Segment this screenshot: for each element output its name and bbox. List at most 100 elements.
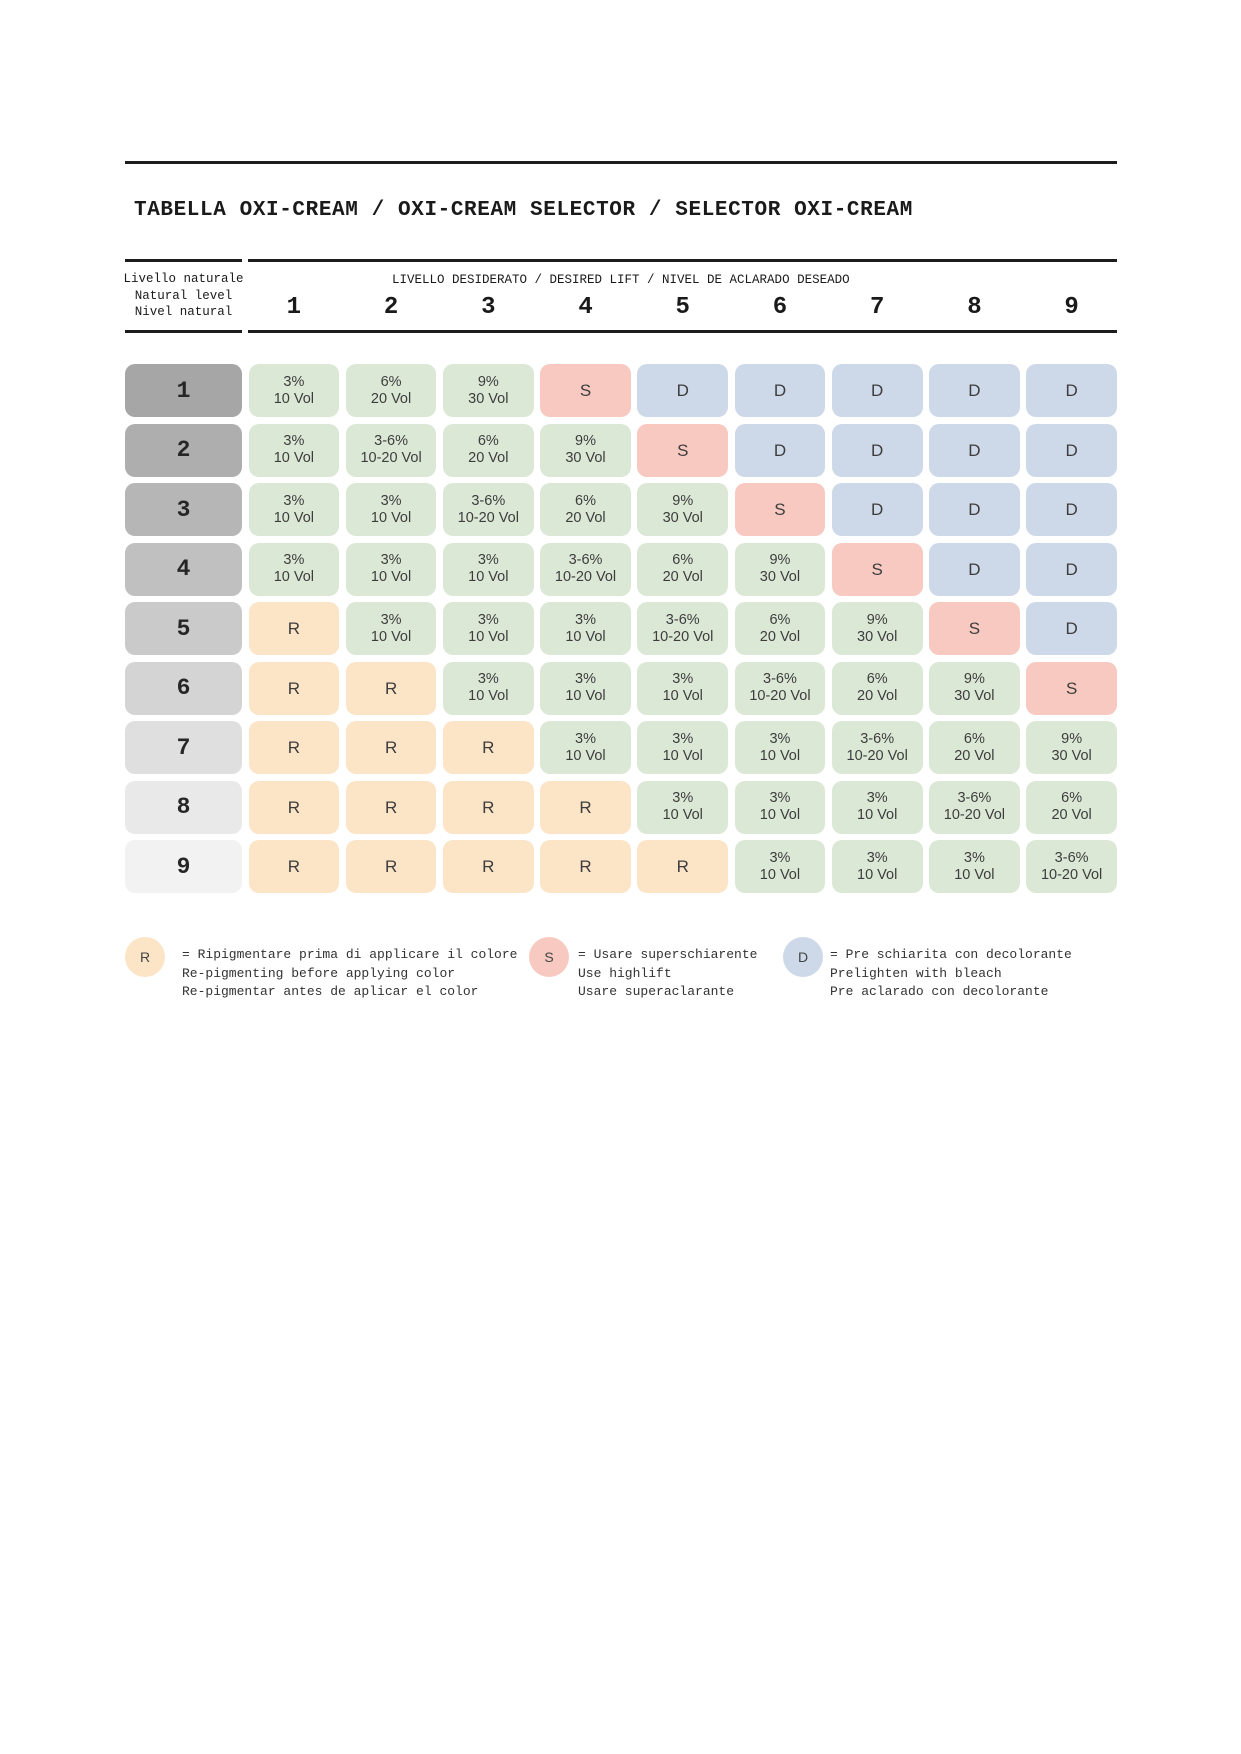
developer-cell-line: 3% xyxy=(477,671,499,687)
developer-cell-line: 9% xyxy=(769,552,791,568)
developer-cell-line: 30 Vol xyxy=(857,628,898,645)
column-header-7: 7 xyxy=(869,294,885,321)
prelighten-cell: D xyxy=(637,364,729,417)
developer-cell-line: 9% xyxy=(575,433,596,449)
developer-cell-line: 20 Vol xyxy=(857,688,898,704)
legend-item-prelighten: D = Pre schiarita con decolorante Prelig… xyxy=(783,937,1072,1002)
legend-item-highlift: S = Usare superschiarente Use highlift U… xyxy=(529,937,757,1002)
developer-cell-line: 3-6% xyxy=(957,790,992,806)
developer-cell: 3% 10 Vol xyxy=(929,840,1020,893)
developer-cell-line: 3% xyxy=(380,492,402,509)
developer-cell-line: 6% xyxy=(575,492,596,509)
developer-cell: 3% 10 Vol xyxy=(442,602,534,655)
developer-cell-line: 6% xyxy=(380,373,402,390)
developer-cell: 3% 10 Vol xyxy=(248,423,340,477)
developer-cell-line: 10 Vol xyxy=(759,807,801,823)
developer-cell: 3% 10 Vol xyxy=(442,661,534,715)
developer-cell-line: 3% xyxy=(575,730,596,747)
developer-cell-line: 20 Vol xyxy=(468,450,509,466)
developer-cell-line: 20 Vol xyxy=(370,390,412,407)
highlift-cell: S xyxy=(734,483,826,536)
prelighten-cell: D xyxy=(734,423,826,477)
table-row-9: 9 R R R R R 3% 10 Vol 3% 10 Vol 3% 10 Vol 3-6% 10-20 … xyxy=(125,840,1117,893)
repigment-cell: R xyxy=(442,840,534,893)
developer-cell-line: 20 Vol xyxy=(759,628,801,645)
developer-cell-line: 10 Vol xyxy=(857,866,898,883)
column-header-5: 5 xyxy=(675,294,690,321)
table-row-4: 4 3% 10 Vol 3% 10 Vol 3% 10 Vol 3-6% 10-20 Vol 6%… xyxy=(125,542,1117,596)
developer-cell: 3% 10 Vol xyxy=(248,542,340,596)
repigment-cell: R xyxy=(637,840,729,893)
prelighten-cell: D xyxy=(1026,483,1117,536)
natural-level-cell: 5 xyxy=(125,602,242,655)
developer-cell-line: 20 Vol xyxy=(1051,807,1092,823)
natural-level-cell: 7 xyxy=(125,721,242,774)
developer-cell: 3-6% 10-20 Vol xyxy=(929,780,1020,834)
developer-cell-line: 3% xyxy=(477,552,499,568)
developer-cell-line: 9% xyxy=(963,671,985,687)
column-header-2: 2 xyxy=(383,294,399,321)
repigment-cell: R xyxy=(442,780,534,834)
prelighten-cell: D xyxy=(929,423,1020,477)
desired-lift-label: LIVELLO DESIDERATO / DESIRED LIFT / NIVE… xyxy=(392,273,850,287)
developer-cell: 6% 20 Vol xyxy=(1026,780,1117,834)
developer-cell: 9% 30 Vol xyxy=(540,423,631,477)
developer-cell: 9% 30 Vol xyxy=(1026,721,1117,774)
developer-cell-line: 10-20 Vol xyxy=(749,688,811,704)
developer-cell: 3% 10 Vol xyxy=(540,661,631,715)
prelighten-cell: D xyxy=(929,483,1020,536)
legend-line: Re-pigmenting before applying color xyxy=(182,965,456,981)
developer-cell-line: 6% xyxy=(477,433,499,449)
highlift-cell: S xyxy=(1026,661,1117,715)
natural-level-cell: 6 xyxy=(125,661,242,715)
developer-cell: 3% 10 Vol xyxy=(345,542,437,596)
header-rule xyxy=(248,259,1117,262)
prelighten-cell: D xyxy=(929,542,1020,596)
prelighten-legend-text: = Pre schiarita con decolorante Prelight… xyxy=(830,946,1072,1002)
developer-cell-line: 3% xyxy=(672,671,694,687)
developer-cell-line: 10 Vol xyxy=(468,628,509,645)
prelighten-cell: D xyxy=(1026,542,1117,596)
repigment-cell: R xyxy=(248,721,340,774)
legend-line: Pre aclarado con decolorante xyxy=(830,984,1049,999)
developer-cell: 3-6% 10-20 Vol xyxy=(637,602,729,655)
prelighten-cell: D xyxy=(929,364,1020,417)
developer-cell-line: 3-6% xyxy=(665,611,700,628)
developer-cell: 3% 10 Vol xyxy=(540,721,631,774)
developer-cell-line: 3% xyxy=(283,373,305,390)
developer-cell: 9% 30 Vol xyxy=(929,661,1020,715)
developer-cell-line: 10 Vol xyxy=(662,688,703,704)
developer-cell: 6% 20 Vol xyxy=(831,661,923,715)
natural-level-label-it: Livello naturale xyxy=(123,272,244,286)
developer-cell-line: 10 Vol xyxy=(273,390,315,407)
developer-cell-line: 3% xyxy=(963,849,985,866)
repigment-symbol: R xyxy=(125,937,165,977)
developer-cell-line: 10 Vol xyxy=(565,628,606,645)
prelighten-cell: D xyxy=(1026,602,1117,655)
natural-level-cell: 3 xyxy=(125,483,242,536)
highlift-cell: S xyxy=(637,423,729,477)
top-rule xyxy=(125,161,1117,164)
prelighten-cell: D xyxy=(831,423,923,477)
legend-line: Prelighten with bleach xyxy=(830,965,1002,981)
developer-cell: 3-6% 10-20 Vol xyxy=(831,721,923,774)
selector-table: 1 3% 10 Vol 6% 20 Vol 9% 30 Vol S D D D D D 2 3% 10 Vol… xyxy=(125,364,1117,893)
natural-level-label: Livello naturale Natural level Nivel nat… xyxy=(120,271,247,321)
developer-cell-line: 30 Vol xyxy=(468,390,509,407)
legend-line: = Ripigmentare prima di applicare il col… xyxy=(182,947,518,962)
developer-cell-line: 9% xyxy=(672,492,694,509)
developer-cell-line: 3% xyxy=(575,611,596,628)
natural-level-cell: 1 xyxy=(125,364,242,417)
developer-cell-line: 3-6% xyxy=(763,671,797,687)
developer-cell-line: 3% xyxy=(672,790,694,806)
prelighten-cell: D xyxy=(831,483,923,536)
developer-cell: 3-6% 10-20 Vol xyxy=(540,542,631,596)
developer-cell: 3% 10 Vol xyxy=(831,780,923,834)
developer-cell: 9% 30 Vol xyxy=(734,542,826,596)
developer-cell: 3% 10 Vol xyxy=(637,661,729,715)
developer-cell-line: 10 Vol xyxy=(565,747,606,764)
developer-cell-line: 30 Vol xyxy=(662,509,703,526)
repigment-legend-text: = Ripigmentare prima di applicare il col… xyxy=(182,946,517,1002)
developer-cell-line: 10 Vol xyxy=(954,866,995,883)
developer-cell: 6% 20 Vol xyxy=(637,542,729,596)
